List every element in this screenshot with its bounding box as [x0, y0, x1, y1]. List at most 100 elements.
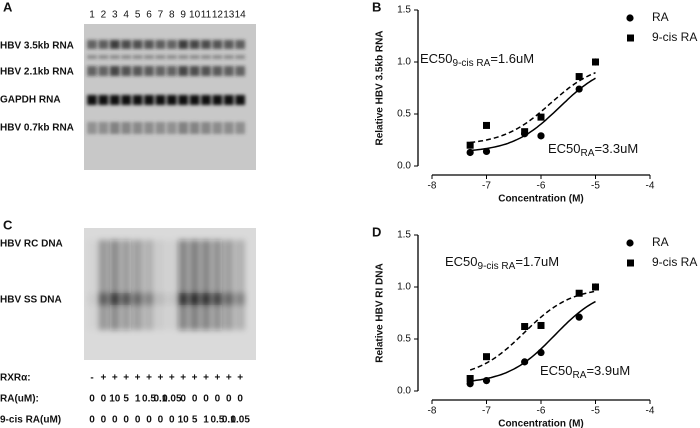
band [155, 55, 166, 59]
smear [87, 240, 97, 330]
band [98, 40, 109, 49]
band [110, 95, 120, 105]
cell: + [157, 373, 163, 384]
smear [132, 240, 143, 330]
y-axis-label: Relative HBV RI DNA [375, 263, 386, 362]
band-label: HBV SS DNA [0, 295, 62, 306]
band [121, 40, 131, 49]
point [483, 121, 490, 129]
point [466, 141, 474, 149]
row-label: RA(uM): [0, 394, 39, 405]
annotation-part: EC50 [445, 254, 478, 269]
band [178, 40, 188, 49]
band [121, 293, 131, 305]
annotation-part: =1.7uM [515, 254, 559, 269]
y-tick-label: 1.0 [397, 282, 411, 293]
lane-label: 2 [101, 10, 107, 21]
point [483, 353, 490, 361]
band [201, 293, 211, 305]
band [110, 40, 120, 49]
annotation-part: RA [573, 370, 587, 381]
band [178, 66, 188, 76]
x-tick-label: -4 [646, 181, 655, 192]
band [87, 293, 97, 305]
cell: 5 [123, 394, 129, 405]
cell: 0 [101, 415, 107, 426]
cell: + [214, 373, 220, 384]
band [87, 122, 97, 134]
band [201, 55, 211, 59]
point [521, 358, 529, 366]
band [167, 122, 177, 134]
lane-label: 4 [123, 10, 129, 21]
band [144, 122, 154, 134]
band [201, 95, 211, 105]
band [167, 66, 177, 76]
annotation: EC509-cis RA=1.6uM [420, 51, 534, 68]
point [482, 377, 491, 385]
cell: 0.05 [162, 394, 182, 405]
band [235, 293, 245, 305]
point [592, 283, 599, 291]
band [201, 66, 211, 76]
x-tick-label: -5 [591, 406, 600, 417]
fit-curve [470, 300, 596, 382]
band [132, 55, 143, 59]
x-axis-label: Concentration (M) [498, 419, 584, 428]
x-tick-label: -8 [428, 406, 437, 417]
band [235, 55, 245, 59]
point [466, 148, 474, 157]
band [87, 95, 97, 105]
band [87, 66, 97, 76]
band [235, 95, 245, 105]
lane-label: 7 [158, 10, 164, 21]
point [537, 132, 545, 140]
band [132, 66, 143, 76]
x-tick-label: -8 [428, 181, 437, 192]
cell: - [90, 373, 93, 384]
cell: 0 [101, 394, 107, 405]
band [121, 66, 131, 76]
band-label: GAPDH RNA [0, 95, 61, 106]
point [466, 375, 474, 383]
legend-label: 9-cis RA [652, 255, 697, 269]
annotation-part: 9-cis RA [478, 261, 516, 272]
band [98, 122, 109, 134]
y-tick-label: 1.5 [397, 230, 411, 241]
cell: 0 [89, 415, 95, 426]
cell: 5 [192, 415, 198, 426]
band [144, 40, 154, 49]
band [189, 122, 200, 134]
row-label: RXRα: [0, 373, 31, 384]
cell: + [226, 373, 232, 384]
band [144, 55, 154, 59]
cell: 0.05 [230, 415, 250, 426]
annotation-part: EC50 [420, 51, 453, 66]
band [224, 293, 234, 305]
band [144, 95, 154, 105]
panel-label: A [3, 0, 13, 14]
point [521, 323, 529, 331]
row-label: 9-cis RA(uM) [0, 415, 61, 426]
band [224, 66, 234, 76]
band [167, 95, 177, 105]
y-axis-label: Relative HBV 3.5kb RNA [375, 30, 386, 145]
band [224, 55, 234, 59]
point [521, 128, 529, 136]
band [144, 66, 154, 76]
band [87, 40, 97, 49]
band [224, 40, 234, 49]
band [155, 40, 166, 49]
smear [178, 240, 188, 330]
legend-label: 9-cis RA [652, 30, 697, 44]
y-tick-label: 1.5 [397, 5, 411, 16]
annotation-part: 9-cis RA [453, 58, 491, 69]
smear [98, 240, 109, 330]
cell: 0 [203, 394, 209, 405]
lane-label: 9 [180, 10, 186, 21]
cell: + [112, 373, 118, 384]
band-label: HBV 3.5kb RNA [0, 41, 74, 52]
band [98, 293, 109, 305]
cell: + [169, 373, 175, 384]
